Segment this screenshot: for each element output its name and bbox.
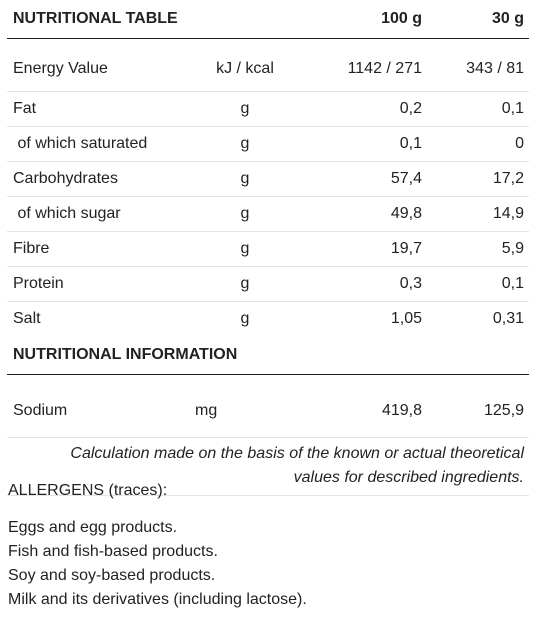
nutrient-name: Carbohydrates — [7, 161, 183, 197]
list-item: Fish and fish-based products. — [8, 543, 218, 560]
value-per-30g: 0,1 — [422, 266, 529, 302]
nutrient-unit: g — [183, 161, 307, 197]
table-row: Carbohydrates g 57,4 17,2 — [7, 161, 529, 197]
list-item: Milk and its derivatives (including lact… — [8, 591, 307, 608]
nutrient-name: Fat — [7, 91, 183, 127]
value-per-100g: 57,4 — [307, 161, 422, 197]
nutrient-name: Salt — [13, 310, 41, 327]
nutrient-unit: g — [183, 266, 307, 302]
nutrient-name: of which sugar — [7, 196, 183, 232]
nutritional-table: NUTRITIONAL TABLE 100 g 30 g Energy Valu… — [7, 0, 529, 496]
value-per-30g: 0,31 — [492, 310, 524, 327]
value-per-30g: 343 / 81 — [422, 38, 529, 92]
calculation-note: Calculation made on the basis of the kno… — [7, 437, 529, 496]
table-title: NUTRITIONAL TABLE — [7, 0, 307, 39]
value-per-30g: 14,9 — [422, 196, 529, 232]
nutrient-unit: mg — [183, 374, 307, 438]
nutrient-unit: g — [183, 196, 307, 232]
nutrient-name: Protein — [7, 266, 183, 302]
value-per-100g: 1,05 — [390, 310, 422, 327]
allergens-title: ALLERGENS (traces): — [8, 482, 168, 499]
table-row: Salt g 1,05 0,31 — [7, 302, 529, 337]
column-header-30g: 30 g — [422, 0, 529, 39]
allergens-list: Eggs and egg products. Fish and fish-bas… — [8, 516, 528, 612]
value-per-30g: 0 — [422, 126, 529, 162]
nutrient-name: Sodium — [7, 374, 183, 438]
value-per-100g: 1142 / 271 — [307, 38, 422, 92]
list-item: Soy and soy-based products. — [8, 567, 216, 584]
table-row: Fibre g 19,7 5,9 — [7, 231, 529, 267]
nutrient-unit: g — [240, 310, 250, 327]
value-per-30g: 17,2 — [422, 161, 529, 197]
value-per-30g: 125,9 — [422, 374, 529, 438]
value-per-30g: 0,1 — [422, 91, 529, 127]
calculation-note-row: Calculation made on the basis of the kno… — [7, 437, 529, 496]
info-title: NUTRITIONAL INFORMATION — [7, 336, 529, 375]
value-per-100g: 0,3 — [307, 266, 422, 302]
value-per-30g: 5,9 — [422, 231, 529, 267]
table-row: of which sugar g 49,8 14,9 — [7, 196, 529, 232]
value-per-100g: 19,7 — [307, 231, 422, 267]
nutrient-unit: g — [183, 91, 307, 127]
value-per-100g: 419,8 — [307, 374, 422, 438]
table-row: Sodium mg 419,8 125,9 — [7, 374, 529, 438]
table-header-row: NUTRITIONAL TABLE 100 g 30 g — [7, 0, 529, 39]
nutrient-unit: g — [183, 231, 307, 267]
table-row: of which saturated g 0,1 0 — [7, 126, 529, 162]
nutrient-name: of which saturated — [7, 126, 183, 162]
table-row: Fat g 0,2 0,1 — [7, 91, 529, 127]
value-per-100g: 49,8 — [307, 196, 422, 232]
nutrient-name: Energy Value — [7, 38, 183, 92]
table-row: Energy Value kJ / kcal 1142 / 271 343 / … — [7, 38, 529, 92]
nutrient-unit: kJ / kcal — [183, 38, 307, 92]
value-per-100g: 0,1 — [307, 126, 422, 162]
list-item: Eggs and egg products. — [8, 519, 178, 536]
allergens-section: ALLERGENS (traces): Eggs and egg product… — [8, 480, 528, 612]
nutrient-unit: g — [183, 126, 307, 162]
info-header-row: NUTRITIONAL INFORMATION — [7, 336, 529, 375]
nutrient-name: Fibre — [7, 231, 183, 267]
value-per-100g: 0,2 — [307, 91, 422, 127]
column-header-100g: 100 g — [307, 0, 422, 39]
table-row: Protein g 0,3 0,1 — [7, 266, 529, 302]
